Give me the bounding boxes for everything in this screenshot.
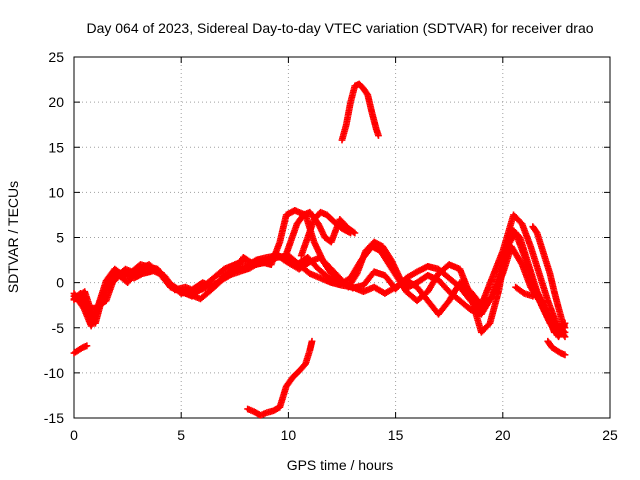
x-tick-label: 15 (388, 427, 404, 443)
y-tick-label: -10 (44, 365, 64, 381)
data-point (375, 132, 382, 139)
x-tick-labels: 0 5 10 15 20 25 (70, 427, 618, 443)
data-point (533, 288, 541, 296)
data-point (308, 337, 316, 345)
y-tick-label: -5 (52, 320, 65, 336)
x-axis-title: GPS time / hours (287, 457, 394, 473)
series-track-k (529, 223, 569, 332)
y-tick-label: 10 (48, 184, 64, 200)
y-tick-labels: -15 -10 -5 0 5 10 15 20 25 (44, 49, 64, 426)
series-track-f (297, 208, 354, 259)
data-point (83, 342, 91, 350)
series-track-i (244, 337, 316, 419)
data-point (561, 351, 569, 359)
y-tick-label: 25 (48, 49, 64, 65)
data-points (70, 80, 569, 419)
series-track-l (544, 337, 569, 359)
y-tick-label: 20 (48, 94, 64, 110)
chart-title: Day 064 of 2023, Sidereal Day-to-day VTE… (86, 20, 593, 36)
y-tick-label: 0 (56, 275, 64, 291)
data-point (347, 229, 354, 237)
series-track-d (70, 207, 569, 336)
x-tick-label: 20 (495, 427, 511, 443)
x-tick-label: 5 (177, 427, 185, 443)
y-tick-label: 15 (48, 139, 64, 155)
series-track-h (70, 342, 91, 357)
y-tick-label: -15 (44, 410, 64, 426)
x-tick-label: 0 (70, 427, 78, 443)
x-tick-label: 10 (281, 427, 297, 443)
x-tick-label: 25 (602, 427, 618, 443)
series-track-j (512, 283, 541, 300)
axis-ticks (73, 56, 611, 419)
data-point (561, 324, 569, 332)
y-axis-title: SDTVAR / TECUs (5, 181, 21, 293)
series-track-g (338, 80, 382, 144)
y-tick-label: 5 (56, 230, 64, 246)
